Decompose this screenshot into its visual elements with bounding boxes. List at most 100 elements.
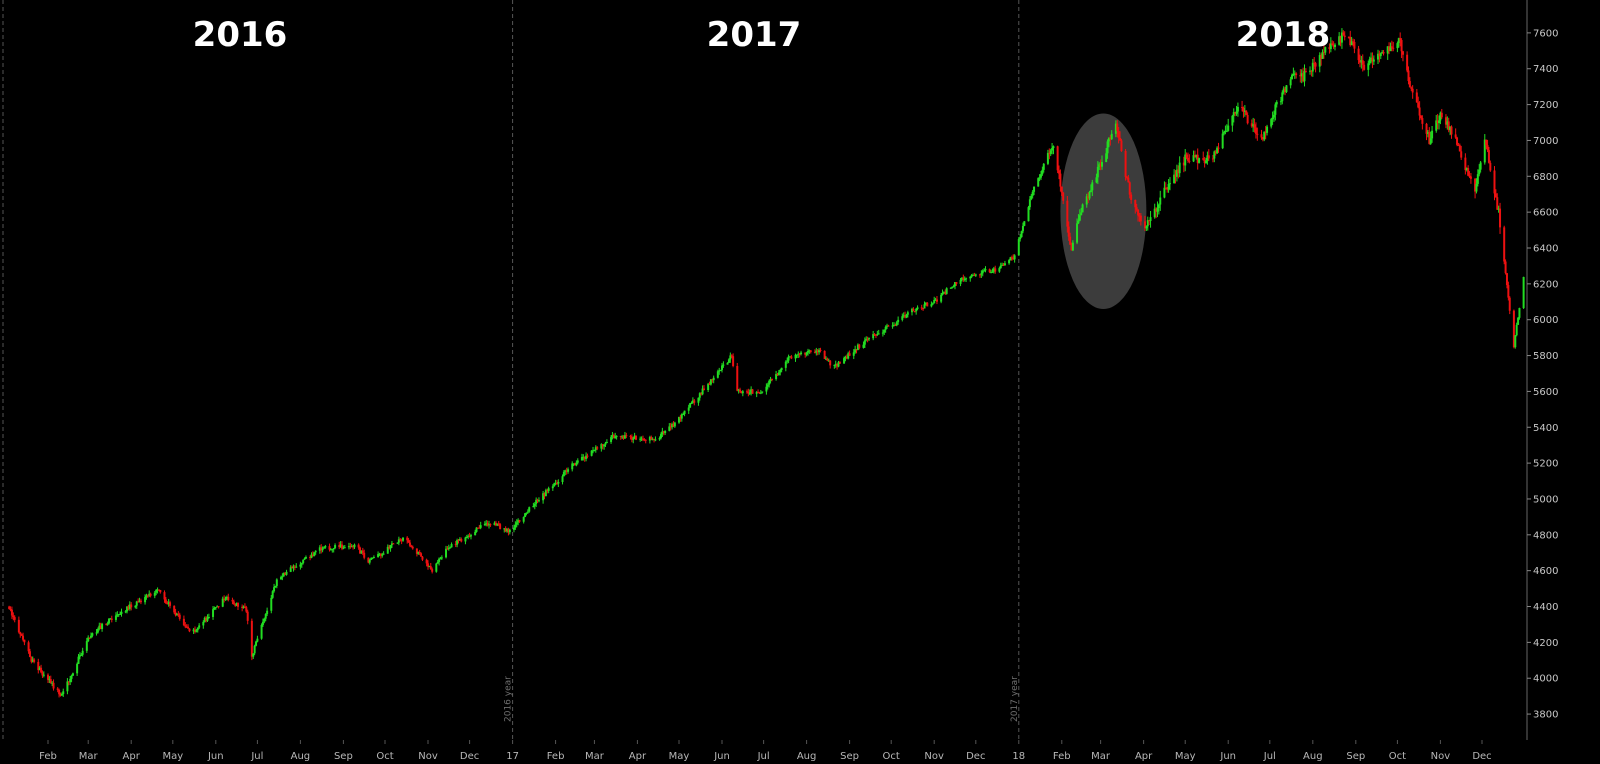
candle-327 <box>641 435 644 442</box>
candle-545 <box>1066 195 1069 233</box>
candle-196 <box>388 544 391 550</box>
candle-564 <box>1101 155 1104 170</box>
candle-473 <box>924 302 927 306</box>
candle-237 <box>467 534 470 540</box>
candle-413 <box>808 349 811 354</box>
candle-30 <box>66 678 69 695</box>
candle-76 <box>155 588 158 596</box>
candle-71 <box>145 593 148 600</box>
candle-415 <box>813 349 816 354</box>
candle-447 <box>874 334 877 339</box>
candle-500 <box>978 273 981 278</box>
candle-751 <box>1465 167 1468 172</box>
candle-179 <box>353 543 356 550</box>
candle-153 <box>303 557 306 561</box>
x-axis: Feb Mar Apr May Jun Jul Aug Sep Oct Nov Dec 17 Feb Ma… <box>39 740 1492 762</box>
year-separators: 2016 year 2017 year <box>2 0 1020 740</box>
candle-599 <box>1168 177 1171 191</box>
x-tick-label: Jul <box>757 751 770 762</box>
candle-405 <box>794 353 797 362</box>
candle-606 <box>1184 149 1187 172</box>
candle-260 <box>512 524 515 533</box>
candle-679 <box>1324 46 1327 56</box>
candle-733 <box>1429 131 1432 145</box>
candle-595 <box>1163 181 1166 199</box>
candle-531 <box>1038 174 1041 182</box>
x-tick-label: Aug <box>797 751 817 762</box>
candle-272 <box>535 497 538 508</box>
candle-58 <box>119 611 122 615</box>
candle-37 <box>78 652 81 660</box>
year-title-2018: 2018 <box>1236 15 1331 55</box>
candle-477 <box>933 296 936 304</box>
candle-131 <box>261 618 264 627</box>
candle-217 <box>428 565 431 568</box>
x-tick-label: Apr <box>123 751 141 762</box>
candle-467 <box>913 310 916 313</box>
candle-612 <box>1195 154 1198 160</box>
candle-692 <box>1350 36 1353 46</box>
candle-119 <box>236 602 239 610</box>
candle-619 <box>1207 149 1210 162</box>
candle-366 <box>718 367 721 375</box>
candle-397 <box>777 369 780 376</box>
candle-97 <box>195 629 198 633</box>
candle-686 <box>1339 35 1342 47</box>
candle-417 <box>816 348 819 356</box>
y-tick-label: 6400 <box>1533 244 1558 255</box>
candle-426 <box>834 360 837 368</box>
candle-749 <box>1460 145 1463 160</box>
candle-63 <box>128 601 131 611</box>
candle-666 <box>1300 69 1303 84</box>
candle-145 <box>289 565 292 573</box>
candle-106 <box>213 606 216 611</box>
candle-348 <box>682 412 685 416</box>
candle-150 <box>299 561 302 570</box>
candle-484 <box>945 287 948 295</box>
candle-627 <box>1224 125 1227 135</box>
candle-468 <box>915 308 918 315</box>
candle-306 <box>601 443 604 450</box>
candle-211 <box>417 551 420 555</box>
candle-79 <box>159 589 162 594</box>
candle-655 <box>1279 96 1282 106</box>
candle-20 <box>46 673 49 683</box>
candle-67 <box>137 598 140 603</box>
candle-396 <box>776 372 779 376</box>
candle-625 <box>1221 129 1224 150</box>
x-tick-label: Aug <box>1303 751 1323 762</box>
candle-425 <box>833 364 836 369</box>
candle-412 <box>806 348 809 356</box>
candle-525 <box>1027 205 1030 222</box>
candle-125 <box>250 618 253 661</box>
candle-509 <box>994 265 997 274</box>
y-tick-label: 3800 <box>1533 710 1558 721</box>
candle-552 <box>1078 209 1081 222</box>
candle-408 <box>798 352 801 358</box>
candle-158 <box>313 552 316 557</box>
candle-165 <box>328 543 331 552</box>
candle-573 <box>1119 131 1122 141</box>
candle-492 <box>962 274 965 282</box>
candle-121 <box>242 605 245 609</box>
candle-566 <box>1106 139 1109 159</box>
candle-365 <box>716 369 719 379</box>
candle-108 <box>216 605 219 608</box>
candle-716 <box>1397 37 1400 48</box>
candle-190 <box>377 551 380 558</box>
candle-550 <box>1076 218 1079 245</box>
x-tick-label: Dec <box>1472 751 1491 762</box>
candle-690 <box>1347 36 1350 39</box>
candle-401 <box>786 357 789 364</box>
candle-13 <box>31 656 34 663</box>
candle-620 <box>1211 154 1214 163</box>
candle-144 <box>285 569 288 576</box>
candle-635 <box>1241 100 1244 112</box>
candle-614 <box>1198 157 1201 164</box>
candle-215 <box>425 558 428 567</box>
candle-687 <box>1340 28 1343 49</box>
candle-270 <box>532 502 535 508</box>
candle-458 <box>895 320 898 327</box>
x-tick-label: Dec <box>460 751 479 762</box>
candle-28 <box>60 692 63 696</box>
